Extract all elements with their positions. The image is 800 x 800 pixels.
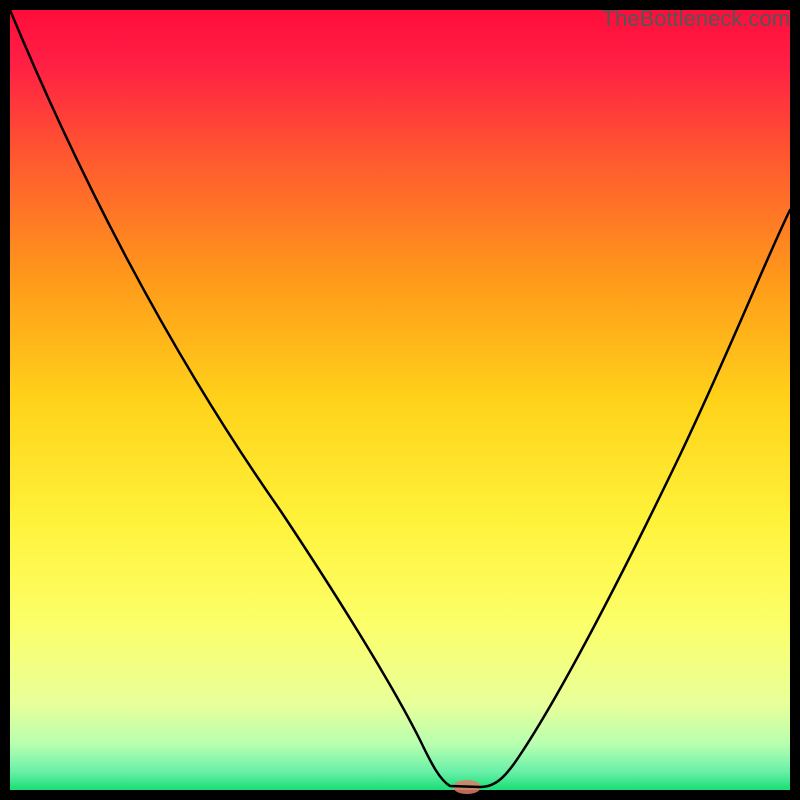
chart-stage: TheBottleneck.com — [0, 0, 800, 800]
watermark-text: TheBottleneck.com — [602, 6, 790, 32]
bottleneck-curve — [10, 10, 790, 787]
bottleneck-curve-layer — [0, 0, 800, 800]
